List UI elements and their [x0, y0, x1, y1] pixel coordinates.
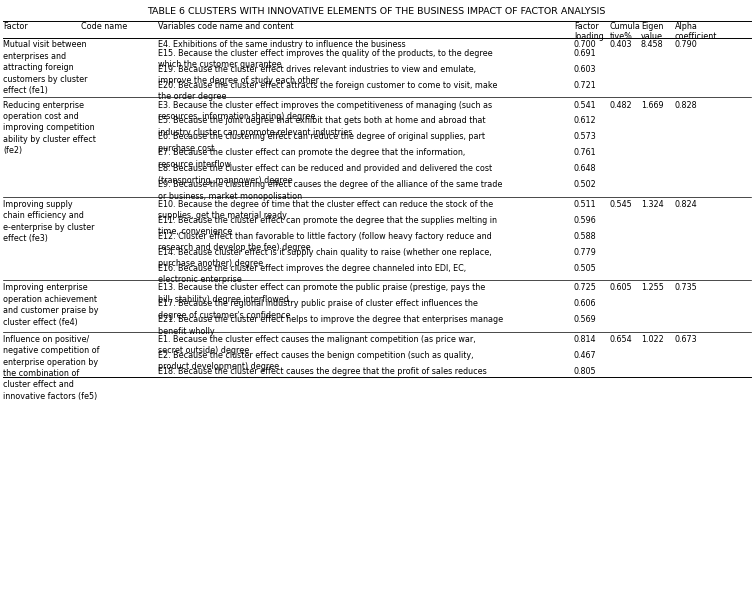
- Text: Improving enterprise
operation achievement
and customer praise by
cluster effect: Improving enterprise operation achieveme…: [3, 283, 99, 327]
- Text: 0.673: 0.673: [675, 335, 697, 344]
- Text: 1.669: 1.669: [641, 101, 663, 110]
- Text: 0.545: 0.545: [610, 200, 633, 209]
- Text: 0.735: 0.735: [675, 283, 697, 292]
- Text: Factor: Factor: [3, 22, 28, 31]
- Text: 1.324: 1.324: [641, 200, 663, 209]
- Text: E1. Because the cluster effect causes the malignant competition (as price war,
s: E1. Because the cluster effect causes th…: [158, 335, 476, 355]
- Text: E16. Because the cluster effect improves the degree channeled into EDI, EC,
elec: E16. Because the cluster effect improves…: [158, 264, 466, 284]
- Text: 0.654: 0.654: [610, 335, 633, 344]
- Text: 0.603: 0.603: [574, 65, 596, 74]
- Text: E19. Because the cluster effect drives relevant industries to view and emulate,
: E19. Because the cluster effect drives r…: [158, 65, 476, 85]
- Text: Improving supply
chain efficiency and
e-enterprise by cluster
effect (fe3): Improving supply chain efficiency and e-…: [3, 200, 95, 243]
- Text: Influence on positive/
negative competition of
enterprise operation by
the combi: Influence on positive/ negative competit…: [3, 335, 99, 401]
- Text: E4. Exhibitions of the same industry to influence the business: E4. Exhibitions of the same industry to …: [158, 40, 406, 49]
- Text: E13. Because the cluster effect can promote the public praise (prestige, pays th: E13. Because the cluster effect can prom…: [158, 283, 486, 303]
- Text: 0.700: 0.700: [574, 40, 596, 49]
- Text: Alpha
coefficient: Alpha coefficient: [675, 22, 717, 42]
- Text: E18. Because the cluster effect causes the degree that the profit of sales reduc: E18. Because the cluster effect causes t…: [158, 367, 487, 376]
- Text: 0.805: 0.805: [574, 367, 596, 376]
- Text: Factor
loading: Factor loading: [574, 22, 604, 42]
- Text: 0.505: 0.505: [574, 264, 596, 273]
- Text: E8. Because the cluster effect can be reduced and provided and delivered the cos: E8. Because the cluster effect can be re…: [158, 164, 492, 185]
- Text: 0.502: 0.502: [574, 180, 596, 189]
- Text: 0.403: 0.403: [610, 40, 633, 49]
- Text: E21. Because the cluster effect helps to improve the degree that enterprises man: E21. Because the cluster effect helps to…: [158, 315, 503, 335]
- Text: 0.814: 0.814: [574, 335, 596, 344]
- Text: E6. Because the clustering effect can reduce the degree of original supplies, pa: E6. Because the clustering effect can re…: [158, 132, 485, 153]
- Text: 0.725: 0.725: [574, 283, 596, 292]
- Text: 0.761: 0.761: [574, 148, 596, 158]
- Text: Eigen
value: Eigen value: [641, 22, 663, 42]
- Text: 0.779: 0.779: [574, 248, 596, 257]
- Text: E5. Because the joint degree that exhibit that gets both at home and abroad that: E5. Because the joint degree that exhibi…: [158, 116, 486, 137]
- Text: 0.648: 0.648: [574, 164, 596, 173]
- Text: 0.588: 0.588: [574, 232, 596, 241]
- Text: 0.541: 0.541: [574, 101, 596, 110]
- Text: 0.569: 0.569: [574, 315, 596, 324]
- Text: 0.824: 0.824: [675, 200, 697, 209]
- Text: Mutual visit between
enterprises and
attracting foreign
customers by cluster
eff: Mutual visit between enterprises and att…: [3, 40, 87, 95]
- Text: 0.721: 0.721: [574, 81, 596, 90]
- Text: E12. Cluster effect than favorable to little factory (follow heavy factory reduc: E12. Cluster effect than favorable to li…: [158, 232, 492, 252]
- Text: 0.482: 0.482: [610, 101, 633, 110]
- Text: E2. Because the cluster effect causes the benign competition (such as quality,
p: E2. Because the cluster effect causes th…: [158, 351, 474, 371]
- Text: 8.458: 8.458: [641, 40, 663, 49]
- Text: Variables code name and content: Variables code name and content: [158, 22, 294, 31]
- Text: Reducing enterprise
operation cost and
improving competition
ability by cluster : Reducing enterprise operation cost and i…: [3, 101, 96, 155]
- Text: 0.606: 0.606: [574, 299, 596, 308]
- Text: E20. Because the cluster effect attracts the foreign customer to come to visit, : E20. Because the cluster effect attracts…: [158, 81, 498, 101]
- Text: 0.573: 0.573: [574, 132, 596, 142]
- Text: E17. Because the regional industry public praise of cluster effect influences th: E17. Because the regional industry publi…: [158, 299, 478, 319]
- Text: Cumula
tive%: Cumula tive%: [610, 22, 641, 42]
- Text: Code name: Code name: [81, 22, 127, 31]
- Text: 0.511: 0.511: [574, 200, 596, 209]
- Text: 0.790: 0.790: [675, 40, 697, 49]
- Text: 0.691: 0.691: [574, 49, 596, 58]
- Text: E15. Because the cluster effect improves the quality of the products, to the deg: E15. Because the cluster effect improves…: [158, 49, 492, 69]
- Text: 0.828: 0.828: [675, 101, 697, 110]
- Text: E11. Because the cluster effect can promote the degree that the supplies melting: E11. Because the cluster effect can prom…: [158, 216, 497, 236]
- Text: E9. Because the clustering effect causes the degree of the alliance of the same : E9. Because the clustering effect causes…: [158, 180, 502, 200]
- Text: 0.596: 0.596: [574, 216, 596, 225]
- Text: 0.612: 0.612: [574, 116, 596, 126]
- Text: 0.467: 0.467: [574, 351, 596, 360]
- Text: 0.605: 0.605: [610, 283, 633, 292]
- Text: E10. Because the degree of time that the cluster effect can reduce the stock of : E10. Because the degree of time that the…: [158, 200, 493, 220]
- Text: TABLE 6 CLUSTERS WITH INNOVATIVE ELEMENTS OF THE BUSINESS IMPACT OF FACTOR ANALY: TABLE 6 CLUSTERS WITH INNOVATIVE ELEMENT…: [148, 7, 605, 17]
- Text: 1.022: 1.022: [641, 335, 663, 344]
- Text: E14. Because cluster effect is it supply chain quality to raise (whether one rep: E14. Because cluster effect is it supply…: [158, 248, 492, 268]
- Text: E7. Because the cluster effect can promote the degree that the information,
reso: E7. Because the cluster effect can promo…: [158, 148, 465, 169]
- Text: E3. Because the cluster effect improves the competitiveness of managing (such as: E3. Because the cluster effect improves …: [158, 101, 492, 121]
- Text: 1.255: 1.255: [641, 283, 663, 292]
